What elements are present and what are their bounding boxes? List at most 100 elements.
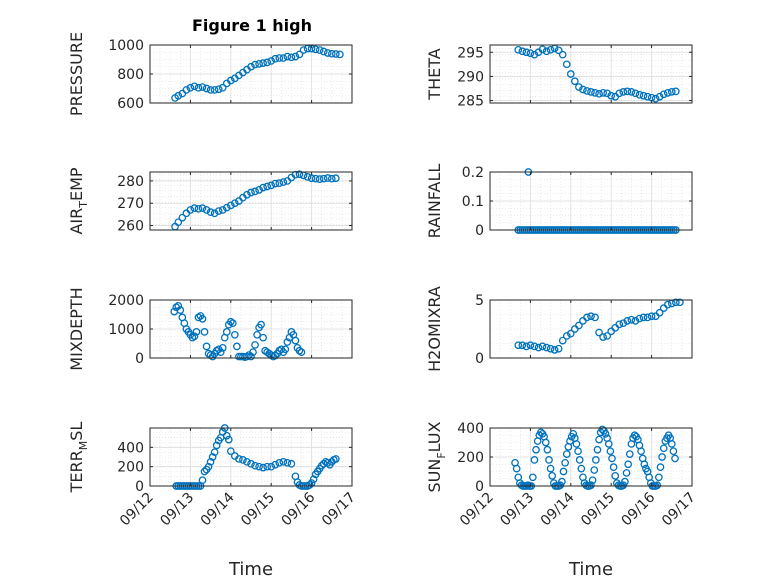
data-point <box>327 0 333 3</box>
x-axis-label: Time <box>568 559 613 580</box>
data-point <box>558 50 567 59</box>
x-tick-label: 09/14 <box>198 489 238 529</box>
data-point <box>331 50 340 58</box>
data-point <box>267 181 276 190</box>
data-point <box>643 92 652 101</box>
data-point <box>218 83 227 92</box>
data-point <box>275 179 284 188</box>
x-tick-label: 09/16 <box>279 489 319 529</box>
data-point <box>271 351 280 360</box>
data-point <box>558 477 566 486</box>
data-point <box>543 445 552 454</box>
data-point <box>323 49 332 57</box>
data-point <box>218 206 227 214</box>
data-point <box>323 174 332 182</box>
data-point <box>311 174 320 183</box>
data-point <box>587 481 595 490</box>
data-point <box>653 481 662 490</box>
data-point <box>590 466 599 474</box>
data-point <box>659 444 668 453</box>
data-point <box>259 183 267 192</box>
panel-4: 0 0.1 0.2 RAINFALL <box>425 164 693 239</box>
data-point <box>279 178 288 186</box>
y-tick-label: 280 <box>117 174 144 190</box>
x-tick-label: 09/13 <box>497 490 537 530</box>
y-tick-label: 295 <box>457 45 484 61</box>
axes-box <box>489 299 693 359</box>
data-point <box>308 0 314 3</box>
y-tick-label: 285 <box>457 94 484 110</box>
data-point <box>530 50 539 59</box>
data-point <box>279 457 288 466</box>
data-point <box>526 341 535 350</box>
data-point <box>314 0 320 3</box>
y-axis-label: AIRTEMP <box>67 167 90 234</box>
y-axis-label: PRESSURE <box>67 32 86 116</box>
data-point <box>202 342 211 351</box>
data-point <box>606 447 615 456</box>
data-point <box>283 338 292 346</box>
data-point <box>306 0 312 3</box>
data-point <box>331 455 340 463</box>
data-point <box>283 458 292 467</box>
axes-box <box>489 44 693 104</box>
y-tick-label: 270 <box>117 196 144 212</box>
y-axis-label: TERRMSL <box>67 422 90 494</box>
data-point <box>222 328 231 336</box>
data-point <box>655 308 664 317</box>
data-point <box>251 461 259 470</box>
data-point <box>577 464 586 473</box>
data-point <box>259 59 267 67</box>
data-point <box>171 222 179 231</box>
data-point <box>574 447 582 456</box>
data-point <box>230 330 239 339</box>
data-point <box>212 346 221 355</box>
data-point <box>639 91 648 100</box>
x-tick-label: 09/15 <box>238 490 278 530</box>
data-point <box>287 459 296 468</box>
data-point <box>198 476 207 485</box>
data-point <box>275 54 284 62</box>
data-point <box>182 86 191 94</box>
data-point <box>222 203 231 212</box>
data-point <box>190 332 199 341</box>
x-tick-label: 09/12 <box>117 490 157 530</box>
x-tick-label: 09/17 <box>659 490 699 530</box>
data-point <box>575 321 583 330</box>
data-point <box>526 49 535 58</box>
data-point <box>624 460 633 469</box>
y-tick-label: 200 <box>457 450 484 466</box>
data-point <box>595 328 603 337</box>
data-point <box>198 314 207 323</box>
data-series <box>171 44 344 102</box>
data-point <box>595 89 603 98</box>
data-point <box>230 199 239 208</box>
data-point <box>307 174 316 183</box>
data-point <box>534 343 543 352</box>
data-point <box>615 320 624 329</box>
data-point <box>671 87 680 96</box>
panel-7: 0 200 400 09/12 09/13 09/14 09/15 09/16 09/17 Tim… <box>67 422 359 580</box>
data-point <box>663 300 672 309</box>
data-point <box>259 463 267 472</box>
data-point <box>190 204 199 212</box>
data-point <box>667 440 676 448</box>
data-point <box>561 458 569 467</box>
y-tick-label: 0 <box>135 351 144 367</box>
data-point <box>174 91 183 100</box>
x-tick-label: 09/17 <box>319 490 359 530</box>
data-point <box>224 435 233 444</box>
data-point <box>295 346 304 355</box>
y-tick-label: 0 <box>475 351 484 367</box>
data-point <box>323 458 332 467</box>
data-point <box>546 344 555 353</box>
data-point <box>522 342 531 351</box>
data-point <box>575 83 583 91</box>
x-tick-label: 09/13 <box>157 490 197 530</box>
data-point <box>216 348 225 357</box>
data-point <box>271 179 280 188</box>
data-point <box>538 342 547 351</box>
data-point <box>532 445 540 454</box>
data-point <box>214 85 223 94</box>
panel-5: 0 1000 2000 MIXDEPTH <box>67 0 353 371</box>
